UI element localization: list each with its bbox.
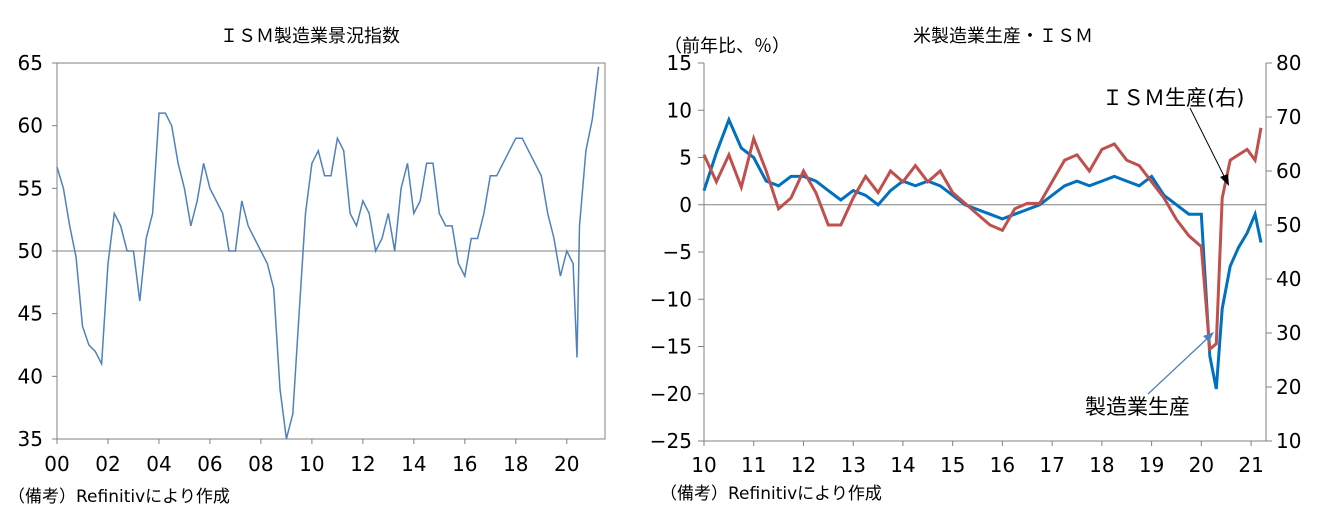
production-x-ticks: 10 11 12 13 14 15 16 17 18 19 20 21	[691, 441, 1264, 477]
production-x-tick-label: 10	[691, 453, 716, 477]
ism-note: （備考）Refinitivにより作成	[8, 487, 230, 507]
right-y-tick-label: 40	[1276, 267, 1301, 291]
ism-x-tick-label: 10	[299, 452, 324, 476]
ism-x-tick-label: 02	[95, 452, 120, 476]
left-y-tick-label: −25	[650, 429, 692, 453]
ism-chart: ＩＳＭ製造業景況指数 35 40 45 50 55 60 65 00 02 04 06 08 10 12…	[8, 26, 606, 507]
ism-chart-title: ＩＳＭ製造業景況指数	[220, 26, 400, 47]
ism-x-ticks: 00 02 04 06 08 10 12 14 16 18 20	[44, 439, 579, 476]
manufacturing-production-line	[702, 115, 1263, 390]
left-axis-unit-label: （前年比、％）	[664, 36, 790, 57]
production-x-tick-label: 12	[791, 453, 816, 477]
production-x-tick-label: 14	[890, 453, 915, 477]
ism-annotation-arrow	[1189, 107, 1229, 186]
right-y-ticks: 10 20 30 40 50 60 70 80	[1266, 51, 1301, 453]
right-y-tick-label: 60	[1276, 159, 1301, 183]
right-y-tick-label: 80	[1276, 51, 1301, 75]
ism-x-tick-label: 18	[503, 452, 528, 476]
production-x-tick-label: 19	[1139, 453, 1164, 477]
ism-x-tick-label: 04	[146, 452, 171, 476]
right-y-tick-label: 10	[1276, 429, 1301, 453]
ism-index-line	[56, 66, 600, 440]
ism-y-tick-label: 55	[18, 176, 43, 200]
production-x-tick-label: 20	[1189, 453, 1214, 477]
left-y-tick-label: −20	[650, 382, 692, 406]
ism-y-tick-label: 40	[18, 364, 43, 388]
left-y-ticks: −25 −20 −15 −10 −5 0 5 10 15	[650, 51, 704, 453]
left-y-tick-label: −15	[650, 335, 692, 359]
ism-x-tick-label: 16	[452, 452, 477, 476]
production-x-tick-label: 11	[741, 453, 766, 477]
right-y-tick-label: 70	[1276, 105, 1301, 129]
right-y-tick-label: 30	[1276, 321, 1301, 345]
ism-production-line	[702, 127, 1263, 353]
left-y-tick-label: −5	[663, 240, 692, 264]
production-x-tick-label: 15	[940, 453, 965, 477]
production-chart-title: 米製造業生産・ＩＳＭ	[913, 26, 1093, 47]
ism-y-tick-label: 45	[18, 302, 43, 326]
production-x-tick-label: 18	[1089, 453, 1114, 477]
ism-production-legend-label: ＩＳＭ生産(右)	[1102, 86, 1244, 110]
ism-y-ticks: 35 40 45 50 55 60 65	[18, 51, 57, 451]
ism-x-tick-label: 20	[554, 452, 579, 476]
left-y-tick-label: 5	[679, 146, 692, 170]
manufacturing-production-legend-label: 製造業生産	[1085, 395, 1190, 419]
ism-x-tick-label: 14	[401, 452, 426, 476]
left-y-tick-label: −10	[650, 287, 692, 311]
ism-y-tick-label: 60	[18, 114, 43, 138]
ism-y-tick-label: 50	[18, 239, 43, 263]
ism-y-tick-label: 65	[18, 51, 43, 75]
left-y-tick-label: 15	[667, 51, 692, 75]
ism-y-tick-label: 35	[18, 427, 43, 451]
right-y-tick-label: 20	[1276, 375, 1301, 399]
production-ism-chart: 米製造業生産・ＩＳＭ （前年比、％） −25−20−15−10−5051015 …	[650, 26, 1302, 504]
ism-x-tick-label: 06	[197, 452, 222, 476]
ism-x-tick-label: 08	[248, 452, 273, 476]
production-annotation-arrow	[1147, 332, 1214, 395]
left-y-tick-label: 0	[679, 193, 692, 217]
ism-x-tick-label: 12	[350, 452, 375, 476]
production-x-tick-label: 13	[840, 453, 865, 477]
ism-x-tick-label: 00	[44, 452, 69, 476]
production-x-tick-label: 16	[990, 453, 1015, 477]
production-note: （備考）Refinitivにより作成	[660, 484, 882, 504]
production-x-tick-label: 17	[1039, 453, 1064, 477]
right-y-tick-label: 50	[1276, 213, 1301, 237]
left-y-tick-label: 10	[667, 98, 692, 122]
production-x-tick-label: 21	[1238, 453, 1263, 477]
